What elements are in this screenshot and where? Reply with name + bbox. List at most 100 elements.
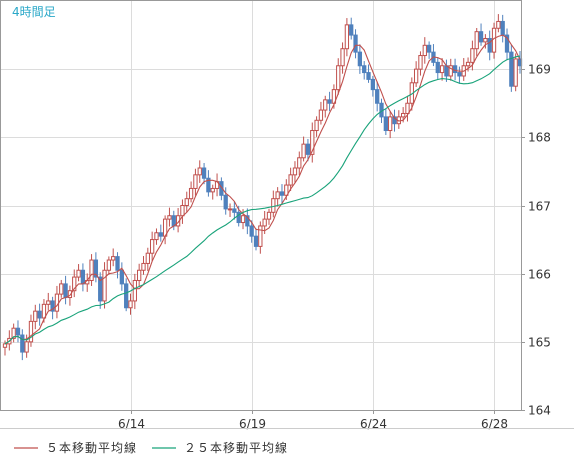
candle-up [128, 300, 133, 309]
candle-down [223, 194, 228, 210]
candle-up [154, 232, 159, 241]
candle-down [305, 143, 311, 155]
y-tick-label: 167 [528, 200, 551, 214]
candle-up [41, 303, 47, 319]
candle-down [124, 283, 129, 309]
candle-up [314, 119, 319, 132]
candle-up [67, 290, 73, 299]
sma-25-line [4, 55, 521, 345]
candle-up [271, 198, 276, 213]
x-tick-label: 6/24 [360, 417, 387, 431]
candle-up [106, 259, 112, 271]
candle-down [504, 34, 510, 53]
candle-down [370, 78, 376, 91]
y-axis: 164 165 166 167 168 169 [521, 63, 551, 418]
candle-up [111, 256, 116, 261]
candle-up [145, 252, 150, 264]
candle-up [102, 269, 107, 302]
candle-up [470, 48, 475, 63]
x-tick-label: 6/19 [239, 417, 266, 431]
candle-down [201, 167, 207, 179]
candle-up [310, 130, 315, 155]
candle-down [500, 20, 505, 36]
y-tick-label: 164 [528, 404, 551, 418]
candle-down [353, 34, 358, 53]
x-axis: 6/14 6/19 6/24 6/28 [118, 410, 508, 431]
candle-up [167, 215, 172, 220]
candle-up [318, 109, 324, 121]
candle-up [413, 68, 419, 84]
x-tick-label: 6/14 [118, 417, 145, 431]
candle-up [336, 65, 341, 91]
candle-up [474, 31, 479, 50]
candle-down [249, 225, 254, 237]
candle-up [28, 320, 34, 343]
candle-up [483, 37, 488, 43]
sma-5-line [4, 34, 521, 345]
candle-up [240, 215, 246, 224]
candle-down [80, 269, 86, 285]
legend: ５本移動平均線 ２５本移動平均線 [14, 440, 287, 455]
moving-averages [4, 34, 521, 345]
candle-down [375, 89, 380, 104]
candle-down [383, 116, 388, 132]
candle-down [115, 256, 120, 271]
candle-up [188, 187, 194, 200]
candle-up [266, 211, 272, 220]
candle-up [141, 262, 146, 271]
candle-up [11, 327, 16, 339]
candle-up [149, 239, 155, 254]
candle-down [206, 177, 211, 193]
candle-down [245, 215, 250, 227]
candle-down [457, 72, 462, 77]
candle-up [448, 65, 453, 77]
candle-up [76, 269, 81, 278]
candle-up [137, 269, 142, 281]
candle-up [72, 276, 77, 292]
candle-down [362, 65, 367, 74]
candle-up [197, 167, 202, 176]
candle-up [258, 225, 263, 247]
candle-up [340, 48, 345, 67]
candle-up [180, 205, 185, 217]
candle-down [487, 37, 492, 53]
candle-up [292, 167, 298, 176]
candle-down [50, 300, 55, 312]
candle-down [444, 65, 449, 77]
y-tick-label: 165 [528, 336, 551, 350]
candle-down [392, 116, 397, 125]
candle-down [236, 211, 241, 224]
candle-up [284, 184, 289, 196]
candles [2, 14, 523, 361]
candle-up [496, 20, 501, 29]
candle-up [401, 112, 406, 118]
candle-up [297, 157, 302, 169]
candle-down [426, 44, 432, 53]
candle-up [422, 44, 427, 57]
plot-frame [0, 0, 522, 411]
candle-up [439, 65, 445, 74]
candle-down [279, 191, 285, 196]
candle-up [59, 283, 64, 295]
candle-up [388, 116, 393, 132]
candle-up [513, 58, 518, 87]
legend-label-sma5: ５本移動平均線 [46, 440, 137, 455]
candle-up [184, 198, 189, 207]
candle-down [478, 31, 484, 43]
candle-down [452, 65, 458, 74]
candle-up [418, 55, 423, 70]
candle-down [15, 327, 21, 336]
candle-up [193, 174, 198, 189]
candle-down [158, 232, 163, 237]
candle-down [357, 51, 363, 67]
x-tick-label: 6/28 [481, 417, 508, 431]
candle-up [227, 208, 233, 211]
y-tick-label: 168 [528, 131, 551, 145]
candle-up [275, 191, 280, 200]
candle-up [210, 187, 215, 193]
candle-down [253, 235, 259, 247]
candle-up [465, 61, 471, 67]
